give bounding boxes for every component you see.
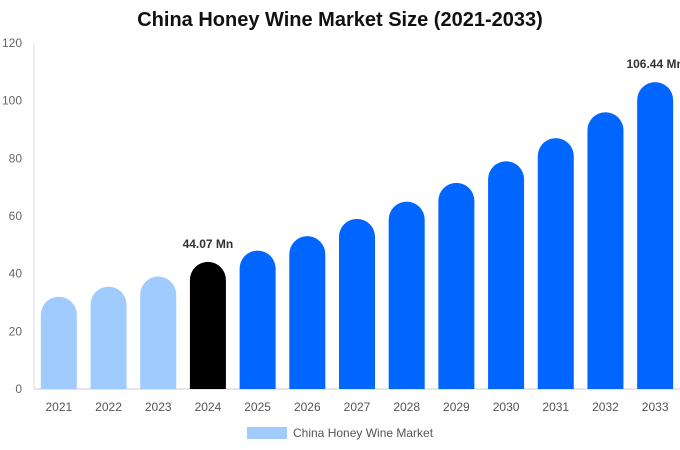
bar-2028 <box>388 201 425 389</box>
legend-label: China Honey Wine Market <box>293 426 434 440</box>
x-tick-label: 2029 <box>443 400 470 414</box>
x-tick-label: 2027 <box>344 400 371 414</box>
bar-2029 <box>438 182 475 389</box>
legend: China Honey Wine Market <box>247 425 433 441</box>
x-tick-label: 2024 <box>195 400 222 414</box>
y-tick-label: 60 <box>9 209 23 223</box>
x-tick-label: 2026 <box>294 400 321 414</box>
x-tick-label: 2021 <box>45 400 72 414</box>
bar-2027 <box>339 218 375 389</box>
x-tick-label: 2028 <box>393 400 420 414</box>
bar-2023 <box>140 276 177 389</box>
x-tick-label: 2031 <box>542 400 569 414</box>
legend-swatch <box>247 427 287 439</box>
y-tick-label: 0 <box>15 382 22 396</box>
y-tick-label: 120 <box>2 36 22 50</box>
bar-2032 <box>587 112 624 389</box>
x-tick-label: 2033 <box>642 400 669 414</box>
y-tick-label: 40 <box>9 267 23 281</box>
x-tick-label: 2023 <box>145 400 172 414</box>
data-label-2033: 106.44 Mn <box>626 57 680 71</box>
x-tick-label: 2030 <box>493 400 520 414</box>
chart-title: China Honey Wine Market Size (2021-2033) <box>137 9 543 31</box>
y-tick-label: 80 <box>9 151 23 165</box>
y-tick-label: 20 <box>9 324 23 338</box>
bar-2022 <box>90 286 127 389</box>
x-tick-label: 2032 <box>592 400 619 414</box>
x-tick-label: 2022 <box>95 400 122 414</box>
bar-2033 <box>637 82 674 390</box>
y-tick-label: 100 <box>2 94 22 108</box>
bar-2026 <box>289 236 326 389</box>
bar-2024 <box>189 261 226 389</box>
data-label-2024: 44.07 Mn <box>183 237 234 251</box>
bar-2021 <box>40 296 77 389</box>
bar-2030 <box>488 161 525 389</box>
x-tick-label: 2025 <box>244 400 271 414</box>
bar-2025 <box>239 250 276 389</box>
bar-2031 <box>537 138 574 389</box>
